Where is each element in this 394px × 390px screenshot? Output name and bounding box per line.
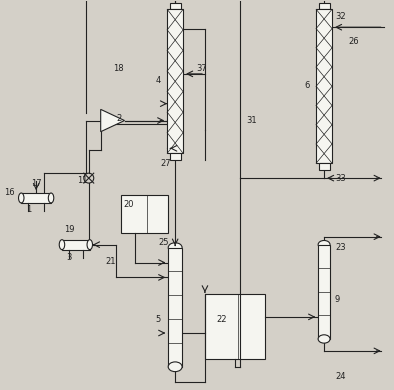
Text: 18: 18 (113, 64, 124, 73)
Bar (318, 4, 330, 9)
Bar (169, 153, 181, 160)
Text: 4: 4 (156, 76, 161, 85)
Ellipse shape (168, 243, 182, 252)
Text: 22: 22 (217, 315, 227, 324)
Bar (168, 248, 182, 367)
Ellipse shape (48, 193, 54, 203)
Ellipse shape (19, 193, 24, 203)
Text: 23: 23 (336, 243, 346, 252)
Bar (21, 193, 51, 203)
Text: 26: 26 (349, 37, 359, 46)
Text: 17: 17 (31, 179, 41, 188)
Text: 21: 21 (105, 257, 116, 266)
Text: 33: 33 (336, 174, 346, 183)
Bar (121, 195, 168, 233)
Bar (205, 294, 264, 359)
Bar (318, 163, 330, 170)
Ellipse shape (87, 240, 93, 250)
Bar (318, 245, 330, 339)
Text: 19: 19 (64, 225, 74, 234)
Bar (62, 240, 90, 250)
Ellipse shape (318, 335, 330, 343)
Text: 25: 25 (158, 238, 169, 247)
Text: 11: 11 (78, 176, 88, 184)
Text: 31: 31 (246, 116, 257, 125)
Text: 5: 5 (156, 315, 161, 324)
Text: 1: 1 (26, 206, 32, 214)
Text: 2: 2 (116, 114, 121, 123)
Text: 32: 32 (336, 12, 346, 21)
Text: 27: 27 (160, 159, 171, 168)
Ellipse shape (168, 362, 182, 372)
Text: 3: 3 (66, 253, 72, 262)
Bar (169, 4, 181, 9)
Text: 9: 9 (335, 295, 340, 304)
Bar (167, 9, 183, 153)
Ellipse shape (318, 241, 330, 249)
Text: 16: 16 (4, 188, 15, 197)
Polygon shape (101, 109, 125, 132)
Bar (316, 9, 332, 163)
Text: 6: 6 (305, 81, 310, 90)
Ellipse shape (59, 240, 65, 250)
Text: 24: 24 (336, 372, 346, 381)
Text: 37: 37 (197, 64, 207, 73)
Text: 20: 20 (123, 200, 134, 209)
